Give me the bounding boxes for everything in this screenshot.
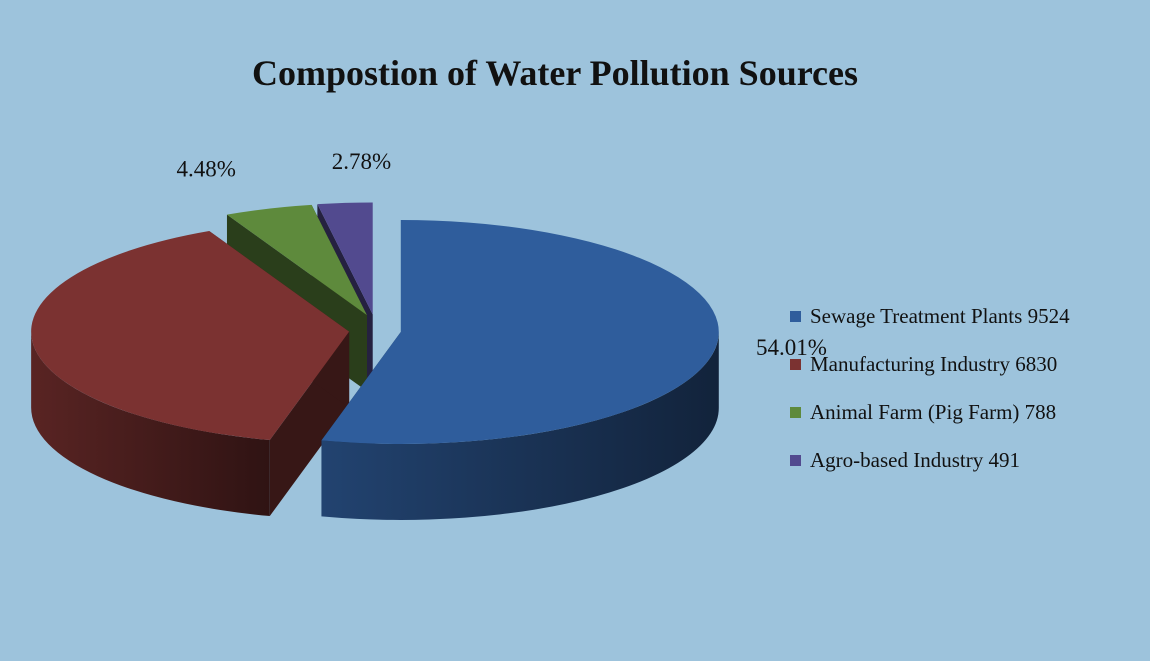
legend-item: Animal Farm (Pig Farm) 788 (790, 388, 1070, 436)
pie-slice-top (226, 204, 367, 316)
pie-slice-top (321, 219, 719, 444)
pie-slice-side (321, 331, 719, 520)
pie-slice-top (31, 231, 350, 441)
chart-title: Compostion of Water Pollution Sources (251, 53, 859, 93)
pie-slice (31, 231, 350, 517)
legend-swatch (790, 310, 801, 322)
slice-percent-label: 4.48% (176, 157, 235, 182)
slice-percent-label: 54.01% (756, 335, 827, 360)
legend-label: Sewage Treatment Plants 9524 (810, 303, 1070, 328)
legend: Sewage Treatment Plants 9524 Manufacturin… (790, 292, 1070, 484)
legend-swatch (790, 406, 801, 418)
pie-slice (321, 219, 719, 520)
legend-item: Manufacturing Industry 6830 (790, 340, 1070, 388)
legend-label: Manufacturing Industry 6830 (810, 351, 1058, 376)
slice-percent-label: 2.78% (332, 149, 391, 174)
legend-item: Agro-based Industry 491 (790, 436, 1070, 484)
legend-label: Agro-based Industry 491 (810, 447, 1020, 472)
legend-label: Animal Farm (Pig Farm) 788 (810, 399, 1057, 424)
pie-slice-side (31, 331, 270, 517)
legend-item: Sewage Treatment Plants 9524 (790, 292, 1070, 340)
legend-swatch (790, 454, 801, 466)
legend-swatch (790, 358, 801, 370)
pie-slice-top (317, 202, 373, 315)
